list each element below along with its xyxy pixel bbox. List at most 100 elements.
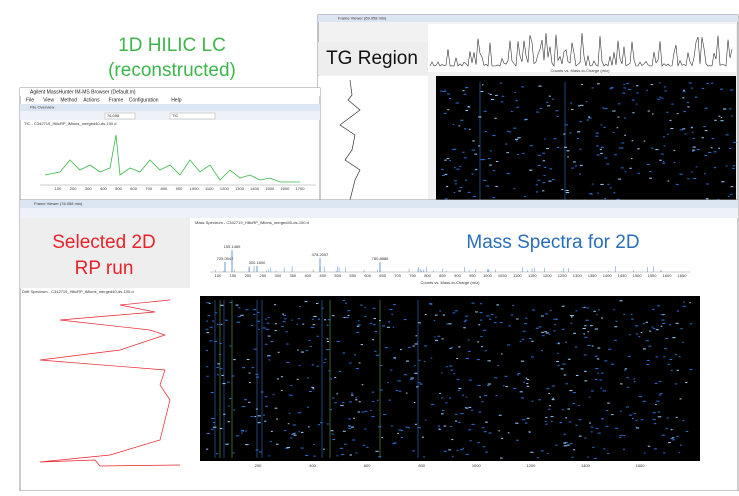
menu-item[interactable]: View [43,97,54,103]
heatmap-dot [328,319,331,320]
heatmap-dot [420,384,423,385]
heatmap-dot [307,377,309,378]
axis-label: Counts vs. Mass-to-Charge (m/z) [551,68,611,73]
heatmap-dot [575,425,577,426]
heatmap-dot [521,397,524,398]
heatmap-dot [220,305,223,306]
heatmap-dot [217,363,220,364]
heatmap-dot [692,150,695,151]
menu-item[interactable]: Help [171,97,182,103]
x-tick-label: 400 [304,273,311,278]
heatmap-dot [221,324,223,325]
heatmap-dot [610,187,612,188]
heatmap-dot [456,169,459,170]
heatmap-dot [225,444,228,445]
heatmap-dot [508,325,510,326]
heatmap-dot [276,444,279,445]
heatmap-dot [391,425,393,426]
heatmap-dot [298,318,300,319]
x-tick-label: 100 [55,186,62,191]
heatmap-dot [693,147,696,148]
heatmap-dot [530,452,533,453]
heatmap-dot [216,453,218,454]
heatmap-dot [507,173,510,174]
heatmap-dot [538,326,541,327]
heatmap-dot [452,456,454,457]
heatmap-dot [468,339,470,340]
menu-item[interactable]: File [26,97,34,103]
heatmap-dot [733,165,736,166]
heatmap-dot [283,321,286,322]
heatmap-dot [299,365,301,366]
x-tick-label: 400 [100,186,107,191]
x-tick-label: 1650 [678,273,688,278]
heatmap-dot [646,322,648,323]
heatmap-dot [594,458,597,459]
heatmap-dot [570,315,573,316]
heatmap-dot [391,314,393,315]
heatmap-dot [607,403,610,404]
heatmap-dot [558,365,560,366]
heatmap-dot [537,457,539,458]
heatmap-dot [209,340,212,341]
heatmap-dot [501,438,503,439]
heatmap-dot [360,305,362,306]
heatmap-dot [233,359,236,360]
x-tick-label: 1350 [588,273,598,278]
heatmap-dot [446,323,448,324]
heatmap-dot [323,362,325,363]
heatmap-dot [327,423,329,424]
heatmap-dot [603,390,606,391]
peak-label: 478.2007 [312,252,329,257]
heatmap-dot [536,112,539,113]
heatmap-dot [238,316,241,317]
heatmap-dot [580,165,583,166]
heatmap-dot [530,145,533,146]
heatmap-dot [219,354,221,355]
menu-item[interactable]: Configuration [129,97,159,103]
heatmap-dot [233,452,235,453]
heatmap-dot [310,346,312,347]
heatmap-dot [597,373,599,374]
annotation: RP run [75,258,134,279]
heatmap-dot [273,394,275,395]
heatmap-dot [268,336,271,337]
heatmap-dot [359,401,361,402]
heatmap-dot [525,318,527,319]
heatmap-dot [718,116,720,117]
heatmap-dot [613,132,615,133]
heatmap-dot [601,373,604,374]
heatmap-dot [576,375,579,376]
heatmap-dot [619,435,622,436]
x-tick-label: 1400 [581,463,591,468]
heatmap-dot [529,170,532,171]
heatmap-dot [412,450,415,451]
heatmap-dot [551,416,554,417]
heatmap-dot [373,308,376,309]
heatmap-dot [663,161,665,162]
heatmap-dot [308,426,310,427]
heatmap-dot [606,410,608,411]
heatmap-dot [552,398,554,399]
menu-item[interactable]: Method [60,97,77,103]
heatmap-dot [340,448,343,449]
heatmap-dot [521,86,524,87]
heatmap-dot [503,385,505,386]
heatmap-dot [584,337,587,338]
heatmap-dot [697,149,700,150]
heatmap-dot [438,428,440,429]
heatmap-dot [624,117,626,118]
heatmap-dot [631,314,633,315]
heatmap-dot [662,435,665,436]
menu-item[interactable]: Actions [83,97,100,103]
menu-item[interactable]: Frame [109,97,124,103]
heatmap-dot [291,320,293,321]
heatmap-dot [652,114,654,115]
heatmap-dot [431,404,434,405]
heatmap-dot [575,310,577,311]
heatmap-dot [435,340,438,341]
heatmap-dot [544,167,547,168]
heatmap-dot [544,138,546,139]
heatmap-dot [596,314,598,315]
heatmap-dot [357,326,360,327]
